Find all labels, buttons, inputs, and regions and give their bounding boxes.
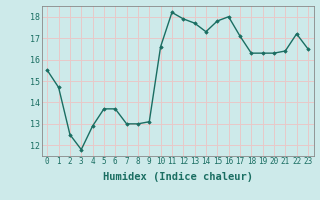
X-axis label: Humidex (Indice chaleur): Humidex (Indice chaleur)	[103, 172, 252, 182]
